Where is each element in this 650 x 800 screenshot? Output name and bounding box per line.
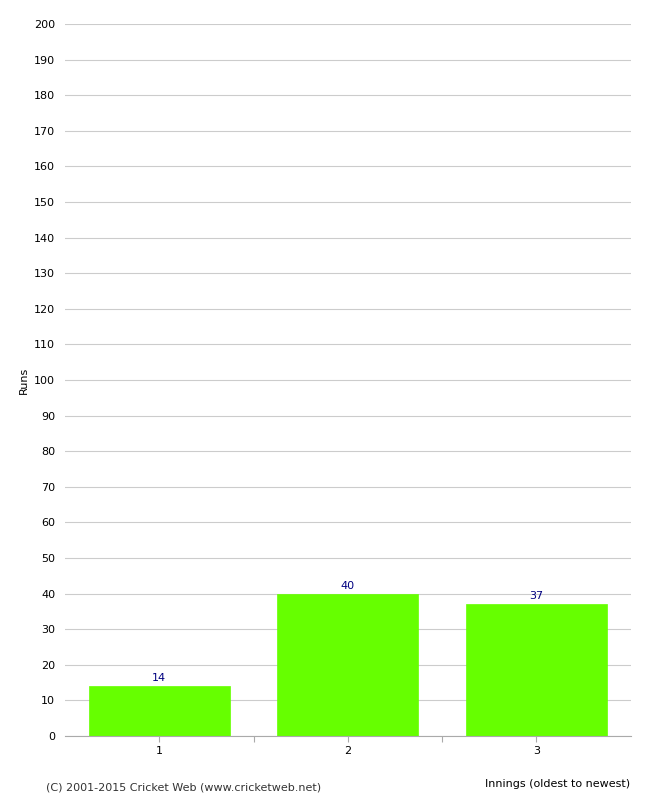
Y-axis label: Runs: Runs <box>19 366 29 394</box>
Bar <box>88 686 230 736</box>
Bar <box>277 594 419 736</box>
Text: 37: 37 <box>529 591 543 602</box>
Text: 14: 14 <box>152 674 166 683</box>
Bar <box>465 604 607 736</box>
Text: (C) 2001-2015 Cricket Web (www.cricketweb.net): (C) 2001-2015 Cricket Web (www.cricketwe… <box>46 782 320 792</box>
Text: Innings (oldest to newest): Innings (oldest to newest) <box>486 778 630 789</box>
Text: 40: 40 <box>341 581 355 590</box>
